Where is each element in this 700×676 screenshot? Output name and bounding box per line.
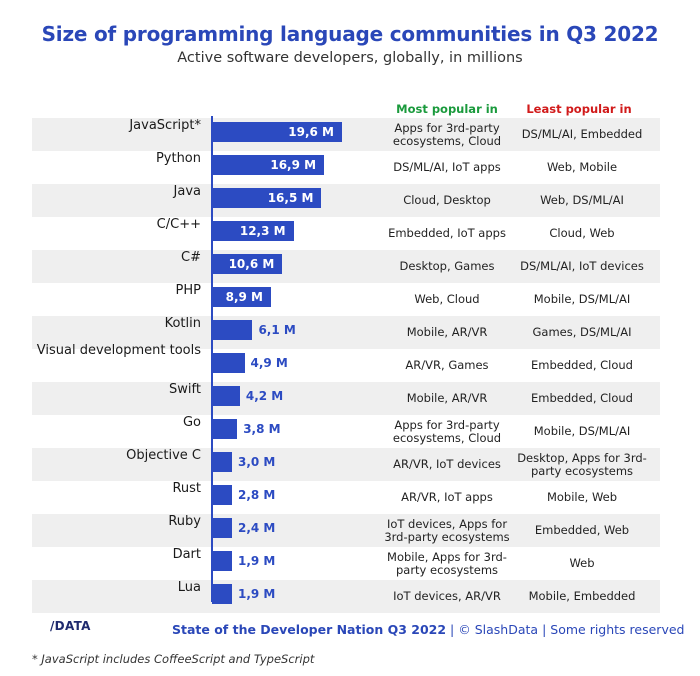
most-popular-cell: AR/VR, Games xyxy=(405,358,489,372)
bar xyxy=(212,419,238,439)
most-popular-header: Most popular in xyxy=(396,102,498,116)
language-label: JavaScript* xyxy=(129,118,201,133)
bar-value-label: 10,6 M xyxy=(228,257,275,271)
least-popular-cell: Games, DS/ML/AI xyxy=(532,325,632,339)
least-popular-header: Least popular in xyxy=(526,102,632,116)
bar xyxy=(212,188,322,208)
least-popular-cell: Embedded, Web xyxy=(534,523,630,537)
language-label: Objective C xyxy=(126,448,201,463)
most-popular-cell: DS/ML/AI, IoT apps xyxy=(393,160,501,174)
bar xyxy=(212,254,283,274)
most-popular-cell: Apps for 3rd-party ecosystems, Cloud xyxy=(392,417,502,445)
language-label: Swift xyxy=(169,382,201,397)
bar-value-label: 12,3 M xyxy=(239,224,286,238)
bar xyxy=(212,584,232,604)
most-popular-cell: Mobile, Apps for 3rd-party ecosystems xyxy=(387,549,507,577)
least-popular-cell: Embedded, Cloud xyxy=(531,391,633,405)
most-popular-cell: IoT devices, AR/VR xyxy=(393,589,501,603)
language-label: Ruby xyxy=(168,514,201,529)
bar xyxy=(212,485,232,505)
least-popular-cell: Embedded, Cloud xyxy=(531,358,633,372)
footer-separator-2: | xyxy=(542,622,547,637)
bar-value-label: 2,8 M xyxy=(238,488,276,502)
footer-source-title: State of the Developer Nation Q3 2022 xyxy=(172,622,447,637)
least-popular-cell: DS/ML/AI, IoT devices xyxy=(520,259,644,273)
language-label: PHP xyxy=(175,283,201,298)
bar-value-label: 16,5 M xyxy=(267,191,314,205)
table-row xyxy=(32,514,660,547)
bar-value-label: 4,9 M xyxy=(250,356,288,370)
language-label: Python xyxy=(155,151,201,166)
footer-rights: Some rights reserved xyxy=(550,622,685,637)
language-label: C# xyxy=(181,250,201,265)
bar xyxy=(212,155,325,175)
bar-value-label: 1,9 M xyxy=(238,554,276,568)
most-popular-cell: Web, Cloud xyxy=(414,292,480,306)
bar xyxy=(212,287,272,307)
chart-subtitle: Active software developers, globally, in… xyxy=(177,50,523,66)
least-popular-cell: Mobile, Web xyxy=(546,490,618,504)
table-row xyxy=(32,184,660,217)
bar-value-label: 8,9 M xyxy=(225,290,264,304)
least-popular-cell: Cloud, Web xyxy=(549,226,615,240)
bar-value-label: 1,9 M xyxy=(238,587,276,601)
language-label: C/C++ xyxy=(156,217,201,232)
most-popular-cell: Apps for 3rd-party ecosystems, Cloud xyxy=(392,120,502,148)
least-popular-cell: Web, Mobile xyxy=(546,160,618,174)
least-popular-cell: Mobile, DS/ML/AI xyxy=(533,292,631,306)
most-popular-cell: IoT devices, Apps for 3rd-party ecosyste… xyxy=(384,516,510,544)
most-popular-cell: Mobile, AR/VR xyxy=(406,391,488,405)
bar xyxy=(212,122,342,142)
language-label: Visual development tools xyxy=(36,343,201,358)
footer-separator: | xyxy=(450,622,455,637)
footnote: * JavaScript includes CoffeeScript and T… xyxy=(32,652,315,666)
least-popular-cell: Mobile, DS/ML/AI xyxy=(533,424,631,438)
bar-value-label: 3,8 M xyxy=(243,422,281,436)
table-row xyxy=(32,316,660,349)
table-row xyxy=(32,250,660,283)
language-label: Lua xyxy=(177,580,201,595)
language-label: Dart xyxy=(172,547,201,562)
language-label: Kotlin xyxy=(164,316,201,331)
most-popular-cell: Mobile, AR/VR xyxy=(406,325,488,339)
bar xyxy=(212,386,240,406)
most-popular-cell: AR/VR, IoT apps xyxy=(401,490,493,504)
least-popular-cell: DS/ML/AI, Embedded xyxy=(521,127,643,141)
least-popular-cell: Mobile, Embedded xyxy=(528,589,636,603)
table-row xyxy=(32,580,660,613)
chart-title: Size of programming language communities… xyxy=(41,22,659,46)
least-popular-cell: Desktop, Apps for 3rd-party ecosystems xyxy=(517,450,647,478)
bar-value-label: 19,6 M xyxy=(288,125,334,139)
table-row xyxy=(32,448,660,481)
bar-value-label: 2,4 M xyxy=(238,521,276,535)
bar xyxy=(212,518,232,538)
most-popular-cell: AR/VR, IoT devices xyxy=(393,457,501,471)
table-row xyxy=(32,118,660,151)
least-popular-cell: Web xyxy=(569,556,595,570)
bar xyxy=(212,221,294,241)
footer-copyright: © SlashData xyxy=(458,622,539,637)
bar-axis-line xyxy=(211,116,213,602)
bar xyxy=(212,551,232,571)
most-popular-cell: Desktop, Games xyxy=(399,259,495,273)
language-label: Rust xyxy=(172,481,201,496)
footer-source: State of the Developer Nation Q3 2022 | … xyxy=(172,622,684,637)
most-popular-cell: Cloud, Desktop xyxy=(403,193,491,207)
bar-value-label: 6,1 M xyxy=(258,323,296,337)
bar-value-label: 16,9 M xyxy=(270,158,317,172)
language-label: Go xyxy=(182,415,201,430)
bar xyxy=(212,353,245,373)
bar xyxy=(212,452,232,472)
most-popular-cell: Embedded, IoT apps xyxy=(388,226,506,240)
bar-value-label: 4,2 M xyxy=(245,389,284,403)
least-popular-cell: Web, DS/ML/AI xyxy=(540,193,624,207)
bar xyxy=(212,320,253,340)
bar-value-label: 3,0 M xyxy=(238,455,276,469)
table-row xyxy=(32,382,660,415)
language-label: Java xyxy=(173,184,201,199)
slashdata-logo: /DATA xyxy=(50,619,91,633)
